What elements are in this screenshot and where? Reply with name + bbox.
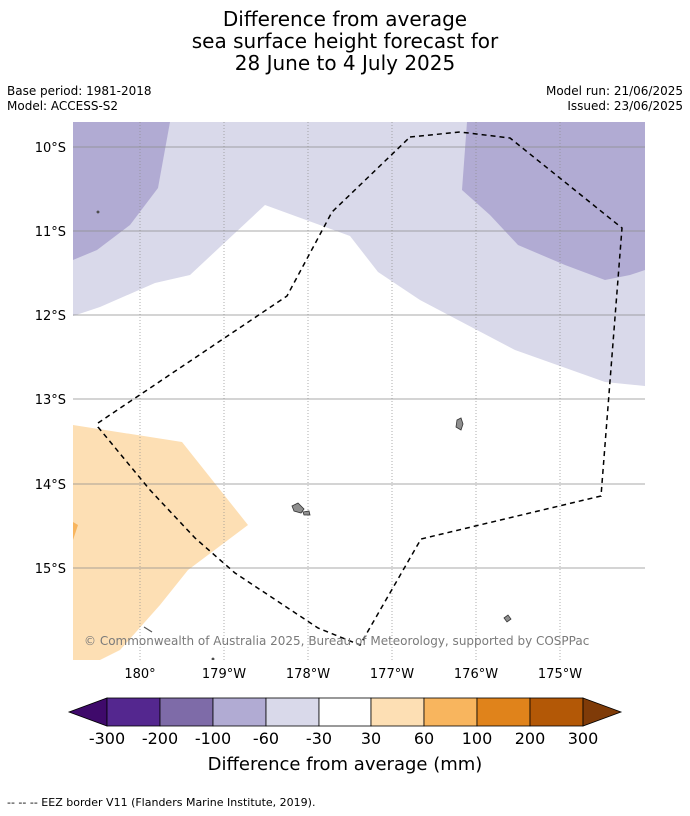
issued-date: Issued: 23/06/2025 xyxy=(567,99,683,113)
colorbar-tick-8: 100 xyxy=(462,729,493,748)
colorbar-tick-10: 300 xyxy=(568,729,599,748)
colorbar-tick-9: 200 xyxy=(515,729,546,748)
lon-label-178w: 178°W xyxy=(286,667,330,682)
colorbar-label: Difference from average (mm) xyxy=(208,754,483,775)
colorbar-extend-low xyxy=(67,697,108,727)
title-line-2: sea surface height forecast for xyxy=(191,29,499,53)
island-center-2 xyxy=(302,510,311,516)
colorbar-tick-1: -300 xyxy=(89,729,125,748)
colorbar-tick-7: 60 xyxy=(414,729,434,748)
colorbar-ticks: -300 -200 -100 -60 -30 30 60 100 200 300 xyxy=(89,729,598,748)
lon-label-180: 180° xyxy=(124,667,155,682)
lon-label-177w: 177°W xyxy=(370,667,414,682)
colorbar-segment-8 xyxy=(476,697,531,727)
title-line-1: Difference from average xyxy=(222,7,468,31)
anomaly-region-orange xyxy=(73,522,78,540)
colorbar-segment-5 xyxy=(318,697,372,727)
graticule xyxy=(73,122,645,660)
island-southwest xyxy=(143,626,153,633)
map-panel: © Commonwealth of Australia 2025, Bureau… xyxy=(73,122,645,660)
lon-labels: 180° 179°W 178°W 177°W 176°W 175°W xyxy=(124,667,582,682)
colorbar-segment-9 xyxy=(529,697,584,727)
lat-label-14s: 14°S xyxy=(35,478,66,493)
colorbar-tick-5: -30 xyxy=(306,729,332,748)
anomaly-region-purple-left xyxy=(73,122,170,260)
island-southeast xyxy=(503,614,512,623)
anomaly-region-purple-right xyxy=(462,122,645,280)
model-name: Model: ACCESS-S2 xyxy=(7,99,119,113)
island-center-1 xyxy=(291,502,305,514)
colorbar-segment-1 xyxy=(106,697,161,727)
colorbar-segment-3 xyxy=(212,697,267,727)
eez-border xyxy=(97,131,623,646)
eez-footnote: -- -- -- EEZ border V11 (Flanders Marine… xyxy=(7,796,316,809)
islands xyxy=(96,210,512,660)
lat-label-10s: 10°S xyxy=(35,141,66,156)
lon-label-176w: 176°W xyxy=(454,667,498,682)
map-title: Difference from average sea surface heig… xyxy=(0,8,690,74)
lon-label-179w: 179°W xyxy=(202,667,246,682)
meta-right: Model run: 21/06/2025 Issued: 23/06/2025 xyxy=(546,84,683,114)
colorbar-tick-2: -200 xyxy=(142,729,178,748)
colorbar-segment-7 xyxy=(423,697,478,727)
island-east xyxy=(455,417,464,431)
meta-left: Base period: 1981-2018 Model: ACCESS-S2 xyxy=(7,84,152,114)
lat-labels: 10°S 11°S 12°S 13°S 14°S 15°S xyxy=(35,141,66,577)
colorbar-segment-4 xyxy=(265,697,320,727)
colorbar-segment-6 xyxy=(370,697,425,727)
islet-south xyxy=(211,657,215,660)
colorbar-tick-3: -100 xyxy=(195,729,231,748)
model-run: Model run: 21/06/2025 xyxy=(545,84,683,98)
lat-label-11s: 11°S xyxy=(35,225,66,240)
copyright-text: © Commonwealth of Australia 2025, Bureau… xyxy=(84,634,589,648)
title-line-3: 28 June to 4 July 2025 xyxy=(234,51,456,75)
base-period: Base period: 1981-2018 xyxy=(7,84,152,98)
colorbar-segment-2 xyxy=(159,697,214,727)
lat-label-13s: 13°S xyxy=(35,393,66,408)
colorbar-tick-6: 30 xyxy=(361,729,381,748)
lat-label-15s: 15°S xyxy=(35,562,66,577)
colorbar-tick-4: -60 xyxy=(253,729,279,748)
colorbar xyxy=(67,697,623,727)
colorbar-extend-high xyxy=(582,697,623,727)
islet-northwest xyxy=(96,210,100,214)
lon-label-175w: 175°W xyxy=(538,667,582,682)
lat-label-12s: 12°S xyxy=(35,309,66,324)
